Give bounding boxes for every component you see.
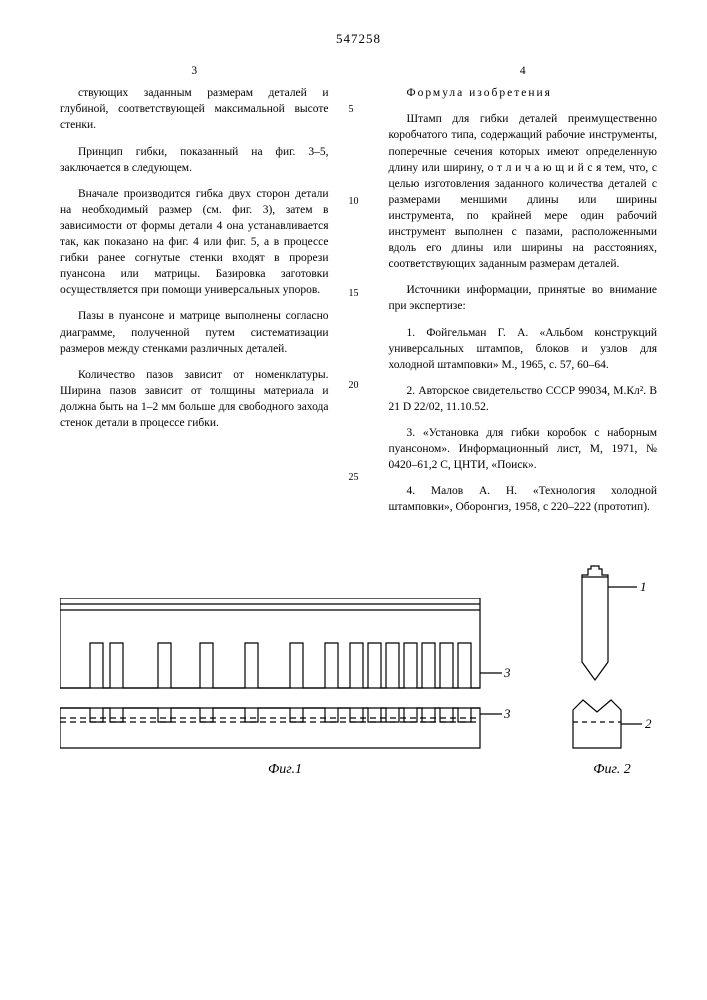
figure-2: 1 2 Фиг. 2: [567, 565, 657, 779]
line-numbers: 5 10 15 20 25: [349, 63, 369, 525]
paragraph: 2. Авторское свидетельство СССР 99034, М…: [389, 383, 658, 415]
paragraph: 3. «Установка для гибки коробок с наборн…: [389, 425, 658, 473]
right-column: 4 Формула изобретения Штамп для гибки де…: [389, 63, 658, 525]
svg-text:1: 1: [640, 579, 647, 594]
text-columns: 3 ствующих заданным размерам деталей и г…: [60, 63, 657, 525]
doc-number: 547258: [60, 30, 657, 48]
paragraph: Вначале производится гибка двух сторон д…: [60, 186, 329, 299]
fig2-label: Фиг. 2: [567, 760, 657, 780]
line-marker: 10: [349, 195, 369, 209]
paragraph: Принцип гибки, показанный на фиг. 3–5, з…: [60, 144, 329, 176]
paragraph: Штамп для гибки деталей преимущественно …: [389, 111, 658, 272]
line-marker: 5: [349, 103, 369, 117]
svg-text:2: 2: [645, 716, 652, 731]
formula-title: Формула изобретения: [389, 85, 658, 101]
figure-1: 3 3 Фиг.1: [60, 598, 510, 779]
paragraph: ствующих заданным размерам деталей и глу…: [60, 85, 329, 133]
line-marker: 20: [349, 379, 369, 393]
left-page-num: 3: [60, 63, 329, 79]
line-marker: 15: [349, 287, 369, 301]
left-column: 3 ствующих заданным размерам деталей и г…: [60, 63, 329, 525]
paragraph: 4. Малов А. Н. «Технология холодной штам…: [389, 483, 658, 515]
paragraph: Пазы в пуансоне и матрице выполнены согл…: [60, 308, 329, 356]
right-page-num: 4: [389, 63, 658, 79]
svg-text:3: 3: [503, 665, 510, 680]
figure-area: 3 3 Фиг.1 1 2 Фиг. 2: [60, 565, 657, 779]
fig1-label: Фиг.1: [60, 760, 510, 780]
line-marker: 25: [349, 471, 369, 485]
svg-text:3: 3: [503, 706, 510, 721]
paragraph: Количество пазов зависит от номенклатуры…: [60, 367, 329, 431]
paragraph: Источники информации, принятые во вниман…: [389, 282, 658, 314]
paragraph: 1. Фойгельман Г. А. «Альбом конструкций …: [389, 325, 658, 373]
